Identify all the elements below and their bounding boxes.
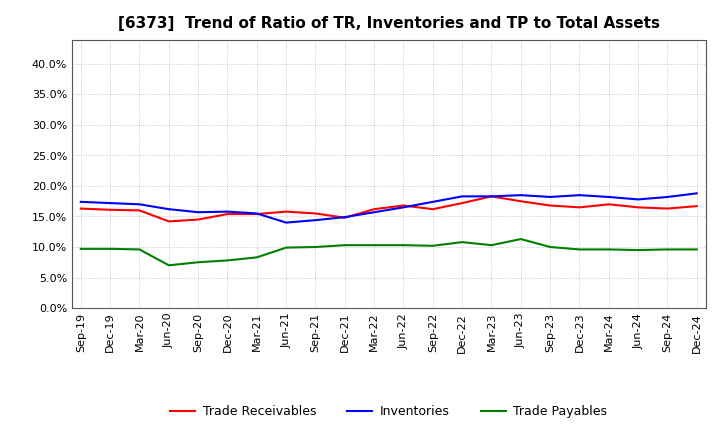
Legend: Trade Receivables, Inventories, Trade Payables: Trade Receivables, Inventories, Trade Pa… (165, 400, 613, 423)
Trade Receivables (370, 206, 379, 212)
Trade Receivables (341, 215, 349, 220)
Trade Receivables (399, 203, 408, 208)
Trade Receivables (663, 206, 672, 211)
Trade Receivables (516, 198, 525, 204)
Inventories (223, 209, 232, 214)
Trade Receivables (194, 217, 202, 222)
Line: Trade Payables: Trade Payables (81, 239, 697, 265)
Trade Payables (253, 255, 261, 260)
Trade Receivables (253, 211, 261, 216)
Trade Payables (194, 260, 202, 265)
Inventories (575, 193, 584, 198)
Line: Trade Receivables: Trade Receivables (81, 196, 697, 221)
Inventories (399, 205, 408, 210)
Inventories (487, 194, 496, 199)
Trade Payables (428, 243, 437, 249)
Inventories (194, 209, 202, 215)
Trade Receivables (311, 211, 320, 216)
Trade Payables (605, 247, 613, 252)
Trade Receivables (135, 208, 144, 213)
Trade Payables (311, 244, 320, 249)
Inventories (311, 217, 320, 223)
Inventories (282, 220, 290, 225)
Trade Receivables (634, 205, 642, 210)
Trade Payables (546, 244, 554, 249)
Trade Receivables (546, 203, 554, 208)
Trade Payables (487, 242, 496, 248)
Trade Receivables (575, 205, 584, 210)
Trade Payables (341, 242, 349, 248)
Trade Receivables (605, 202, 613, 207)
Inventories (253, 211, 261, 216)
Trade Payables (282, 245, 290, 250)
Trade Payables (663, 247, 672, 252)
Inventories (458, 194, 467, 199)
Trade Payables (370, 242, 379, 248)
Inventories (341, 214, 349, 220)
Inventories (164, 206, 173, 212)
Trade Receivables (693, 203, 701, 209)
Trade Receivables (282, 209, 290, 214)
Inventories (76, 199, 85, 205)
Line: Inventories: Inventories (81, 193, 697, 223)
Trade Payables (693, 247, 701, 252)
Inventories (106, 201, 114, 206)
Trade Payables (458, 239, 467, 245)
Inventories (693, 191, 701, 196)
Trade Receivables (76, 206, 85, 211)
Inventories (428, 199, 437, 205)
Inventories (135, 202, 144, 207)
Trade Receivables (458, 201, 467, 206)
Inventories (634, 197, 642, 202)
Inventories (663, 194, 672, 200)
Trade Payables (164, 263, 173, 268)
Title: [6373]  Trend of Ratio of TR, Inventories and TP to Total Assets: [6373] Trend of Ratio of TR, Inventories… (118, 16, 660, 32)
Trade Receivables (223, 211, 232, 216)
Trade Receivables (106, 207, 114, 213)
Trade Payables (223, 258, 232, 263)
Inventories (546, 194, 554, 200)
Trade Payables (634, 247, 642, 253)
Trade Payables (516, 236, 525, 242)
Inventories (605, 194, 613, 200)
Trade Payables (135, 247, 144, 252)
Trade Receivables (428, 206, 437, 212)
Inventories (516, 193, 525, 198)
Trade Receivables (487, 194, 496, 199)
Trade Receivables (164, 219, 173, 224)
Inventories (370, 209, 379, 215)
Trade Payables (575, 247, 584, 252)
Trade Payables (399, 242, 408, 248)
Trade Payables (76, 246, 85, 252)
Trade Payables (106, 246, 114, 252)
